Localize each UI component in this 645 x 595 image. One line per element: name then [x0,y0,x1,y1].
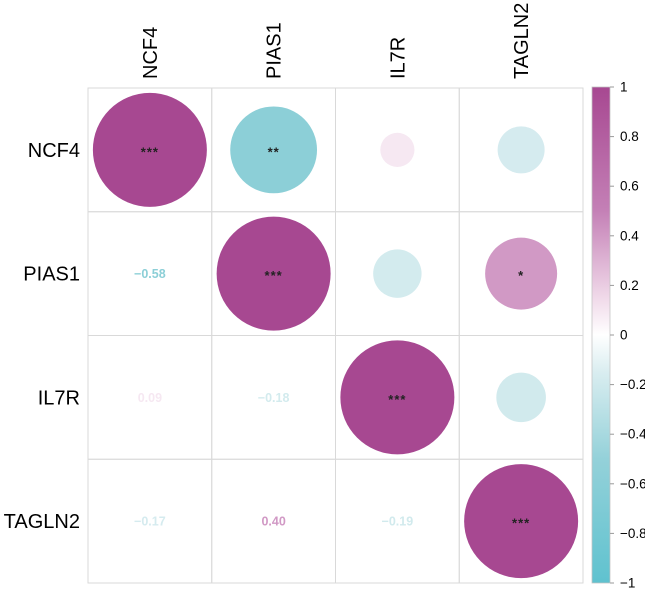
corr-circle [464,464,579,579]
colorbar-tick-label: 1 [620,80,628,95]
corr-value: −0.17 [134,515,166,529]
corr-circle [496,372,546,423]
corr-value: 0.40 [261,515,285,529]
colorbar-tick-label: −0.4 [620,427,645,442]
significance-stars: ** [268,144,280,159]
corr-circle [497,126,545,174]
significance-stars: *** [141,144,159,159]
colorbar-gradient [591,86,611,584]
corr-circle [230,106,318,194]
column-label: TAGLN2 [511,3,533,79]
corr-circle [485,237,558,310]
row-label: NCF4 [28,140,80,162]
corr-value: −0.19 [382,515,414,529]
corr-circle [340,340,455,455]
significance-stars: *** [388,392,406,407]
colorbar-tick-label: −0.8 [620,526,645,541]
row-label: PIAS1 [23,264,80,286]
corr-cell [458,458,584,584]
column-label: IL7R [387,37,409,79]
significance-stars: * [518,268,524,283]
column-label: NCF4 [140,27,162,79]
corr-circle [92,92,207,207]
row-label: TAGLN2 [4,511,80,533]
colorbar-tick-label: 0.4 [620,228,639,243]
row-label: IL7R [38,387,80,409]
corr-circle [380,132,415,167]
significance-stars: *** [512,516,530,531]
colorbar-tick-label: 0.8 [620,129,639,144]
significance-stars: *** [265,268,283,283]
corr-value: −0.18 [258,391,290,405]
colorbar-tick-label: 0 [620,328,628,343]
column-label: PIAS1 [264,22,286,79]
colorbar-tick-label: 0.2 [620,278,639,293]
colorbar-tick-label: −1 [620,576,635,591]
corr-value: 0.09 [138,391,162,405]
colorbar-tick-label: −0.6 [620,476,645,491]
corr-value: −0.58 [134,267,166,281]
colorbar-tick-label: −0.2 [620,377,645,392]
corr-circle [373,249,422,298]
colorbar-tick-label: 0.6 [620,179,639,194]
corr-circle [216,216,331,331]
